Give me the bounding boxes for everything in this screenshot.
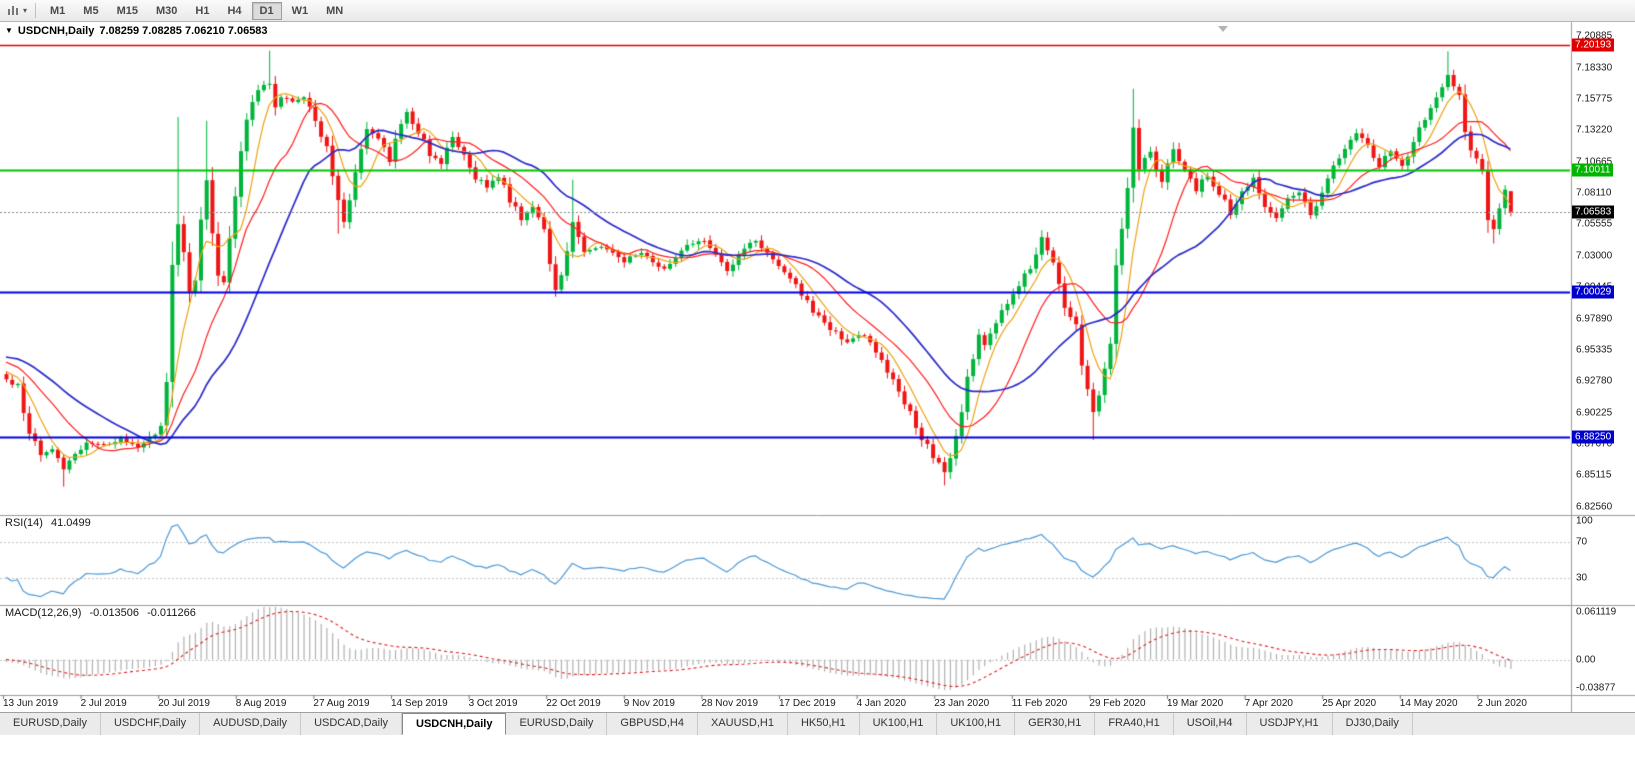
chart-tab-dj30-daily[interactable]: DJ30,Daily xyxy=(1333,713,1413,735)
chart-tab-usdcnh-daily[interactable]: USDCNH,Daily xyxy=(402,713,507,735)
timeframe-button-h1[interactable]: H1 xyxy=(187,2,217,20)
chart-tab-xauusd-h1[interactable]: XAUUSD,H1 xyxy=(698,713,788,735)
macd-name: MACD(12,26,9) xyxy=(5,607,82,619)
timeframe-button-m1[interactable]: M1 xyxy=(42,2,73,20)
timeframe-toolbar: ▾ M1 M5 M15 M30 H1 H4 D1 W1 MN xyxy=(0,0,1635,22)
chart-tab-fra40-h1[interactable]: FRA40,H1 xyxy=(1095,713,1174,735)
chart-tab-usdchf-daily[interactable]: USDCHF,Daily xyxy=(101,713,201,735)
chart-tab-usdcad-daily[interactable]: USDCAD,Daily xyxy=(301,713,403,735)
timeframe-button-w1[interactable]: W1 xyxy=(284,2,317,20)
chart-tab-usoil-h4[interactable]: USOil,H4 xyxy=(1174,713,1247,735)
chart-title: ▼ USDCNH,Daily 7.08259 7.08285 7.06210 7… xyxy=(5,25,268,37)
rsi-indicator-label: RSI(14) 41.0499 xyxy=(5,517,91,529)
chart-shift-marker-icon xyxy=(1218,26,1228,32)
macd-signal-value: -0.011266 xyxy=(147,607,196,619)
chart-tab-gbpusd-h4[interactable]: GBPUSD,H4 xyxy=(607,713,698,735)
timeframe-button-h4[interactable]: H4 xyxy=(219,2,249,20)
macd-indicator-label: MACD(12,26,9) -0.013506 -0.011266 xyxy=(5,607,196,619)
timeframe-button-m30[interactable]: M30 xyxy=(148,2,185,20)
periodicity-icon[interactable] xyxy=(5,4,22,17)
chart-tab-eurusd-daily[interactable]: EURUSD,Daily xyxy=(506,713,608,735)
chart-tab-uk100-h1[interactable]: UK100,H1 xyxy=(860,713,938,735)
timeframe-button-mn[interactable]: MN xyxy=(318,2,351,20)
chart-tab-eurusd-daily[interactable]: EURUSD,Daily xyxy=(0,713,101,735)
chart-tab-usdjpy-h1[interactable]: USDJPY,H1 xyxy=(1247,713,1333,735)
collapse-triangle-icon[interactable]: ▼ xyxy=(5,26,13,35)
chart-tab-ger30-h1[interactable]: GER30,H1 xyxy=(1015,713,1096,735)
rsi-name: RSI(14) xyxy=(5,517,43,529)
chart-tab-uk100-h1[interactable]: UK100,H1 xyxy=(937,713,1016,735)
chart-tab-bar: EURUSD,Daily USDCHF,Daily AUDUSD,Daily USDC… xyxy=(0,712,1635,735)
timeframe-button-d1[interactable]: D1 xyxy=(251,2,282,20)
timeframe-button-m5[interactable]: M5 xyxy=(75,2,106,20)
timeframe-button-m15[interactable]: M15 xyxy=(109,2,146,20)
timeframe-buttons-group: M1 M5 M15 M30 H1 H4 D1 W1 MN xyxy=(41,1,352,20)
symbol-name: USDCNH,Daily xyxy=(17,25,95,37)
toolbar-caret-icon[interactable]: ▾ xyxy=(23,6,28,15)
status-strip xyxy=(0,735,1635,761)
ohlc-values: 7.08259 7.08285 7.06210 7.06583 xyxy=(99,25,268,37)
chart-tab-hk50-h1[interactable]: HK50,H1 xyxy=(788,713,860,735)
chart-tab-audusd-daily[interactable]: AUDUSD,Daily xyxy=(200,713,302,735)
rsi-value: 41.0499 xyxy=(50,517,91,529)
macd-value: -0.013506 xyxy=(89,607,140,619)
toolbar-separator xyxy=(35,3,37,18)
